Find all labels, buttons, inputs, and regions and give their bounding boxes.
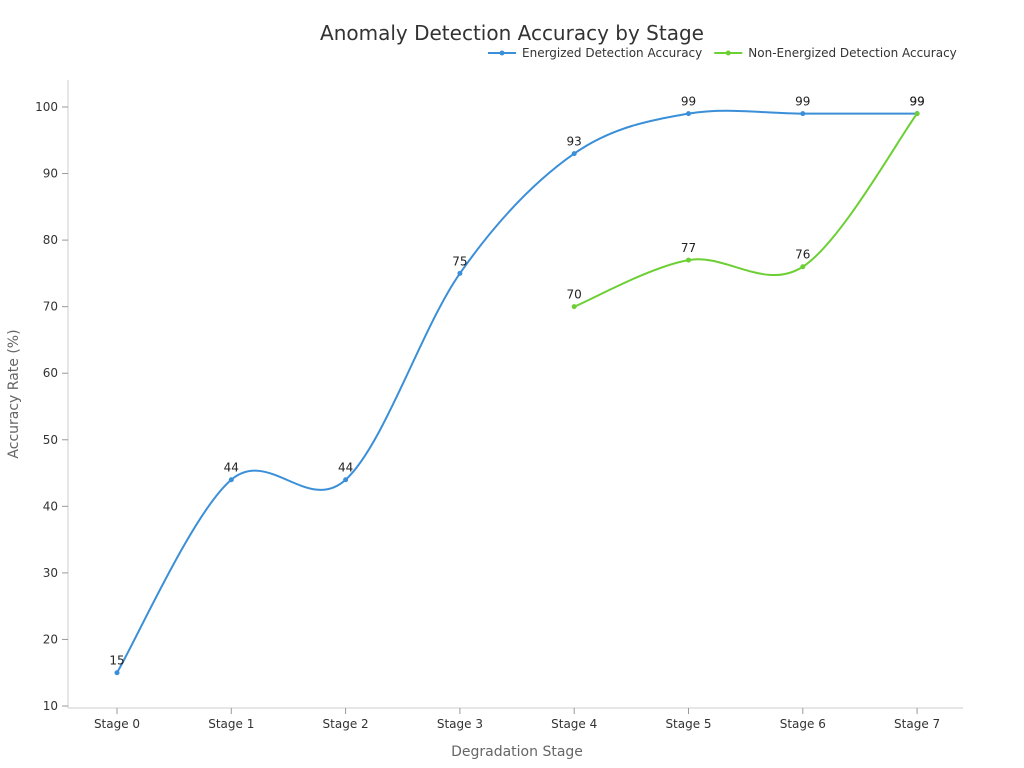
data-point[interactable] (343, 477, 349, 483)
x-axis-ticks: Stage 0 Stage 1 Stage 2 Stage 3 Stage 4 Stage… (94, 708, 940, 731)
series-0 (114, 109, 920, 676)
data-label: 44 (338, 461, 353, 475)
data-point[interactable] (914, 111, 920, 117)
data-label: 44 (224, 461, 239, 475)
y-tick-label: 100 (35, 100, 58, 114)
legend-label: Non-Energized Detection Accuracy (748, 46, 957, 60)
x-axis-title: Degradation Stage (451, 744, 583, 760)
data-label: 99 (795, 95, 810, 109)
x-tick-label: Stage 0 (94, 717, 140, 731)
data-point[interactable] (686, 111, 691, 117)
chart-title: Anomaly Detection Accuracy by Stage (320, 21, 704, 45)
x-tick-label: Stage 6 (780, 717, 826, 731)
y-tick-label: 70 (43, 300, 58, 314)
data-label: 15 (109, 654, 124, 668)
data-point[interactable] (457, 270, 463, 276)
data-label: 76 (795, 248, 810, 262)
y-tick-label: 80 (43, 233, 58, 247)
x-tick-label: Stage 1 (208, 717, 254, 731)
series-line[interactable] (116, 109, 918, 674)
y-tick-label: 90 (43, 167, 58, 181)
series-line[interactable] (573, 113, 918, 308)
data-point[interactable] (686, 257, 691, 263)
x-tick-label: Stage 2 (323, 717, 369, 731)
x-tick-label: Stage 3 (437, 717, 483, 731)
data-label: 93 (567, 135, 582, 149)
data-point[interactable] (571, 151, 577, 157)
series-1 (571, 111, 920, 310)
data-point[interactable] (800, 111, 806, 117)
x-tick-label: Stage 7 (894, 717, 940, 731)
series-layer (114, 109, 920, 676)
y-tick-label: 10 (43, 699, 58, 713)
legend-item[interactable]: Energized Detection Accuracy (488, 46, 702, 60)
y-tick-label: 40 (43, 499, 58, 513)
y-axis-title: Accuracy Rate (%) (6, 329, 22, 458)
y-axis-ticks: 10 20 30 40 50 60 70 80 90 100 (35, 100, 68, 713)
data-label: 77 (681, 241, 696, 255)
data-point[interactable] (800, 264, 806, 270)
data-label: 99 (909, 95, 924, 109)
legend-marker (499, 50, 505, 56)
y-tick-label: 20 (43, 632, 58, 646)
y-tick-label: 60 (43, 366, 58, 380)
legend-marker (725, 50, 731, 56)
x-tick-label: Stage 4 (551, 717, 597, 731)
legend-label: Energized Detection Accuracy (522, 46, 702, 60)
data-point[interactable] (228, 477, 234, 483)
data-label: 75 (452, 254, 467, 268)
y-tick-label: 50 (43, 433, 58, 447)
chart-legend[interactable]: Energized Detection Accuracy Non-Energize… (488, 46, 957, 60)
data-label: 70 (567, 288, 582, 302)
x-tick-label: Stage 5 (665, 717, 711, 731)
legend-item[interactable]: Non-Energized Detection Accuracy (714, 46, 957, 60)
y-tick-label: 30 (43, 566, 58, 580)
data-label: 99 (681, 95, 696, 109)
chart-axes (67, 80, 963, 709)
data-point[interactable] (114, 670, 120, 676)
data-point[interactable] (571, 304, 577, 310)
data-label: 99 (909, 95, 924, 109)
